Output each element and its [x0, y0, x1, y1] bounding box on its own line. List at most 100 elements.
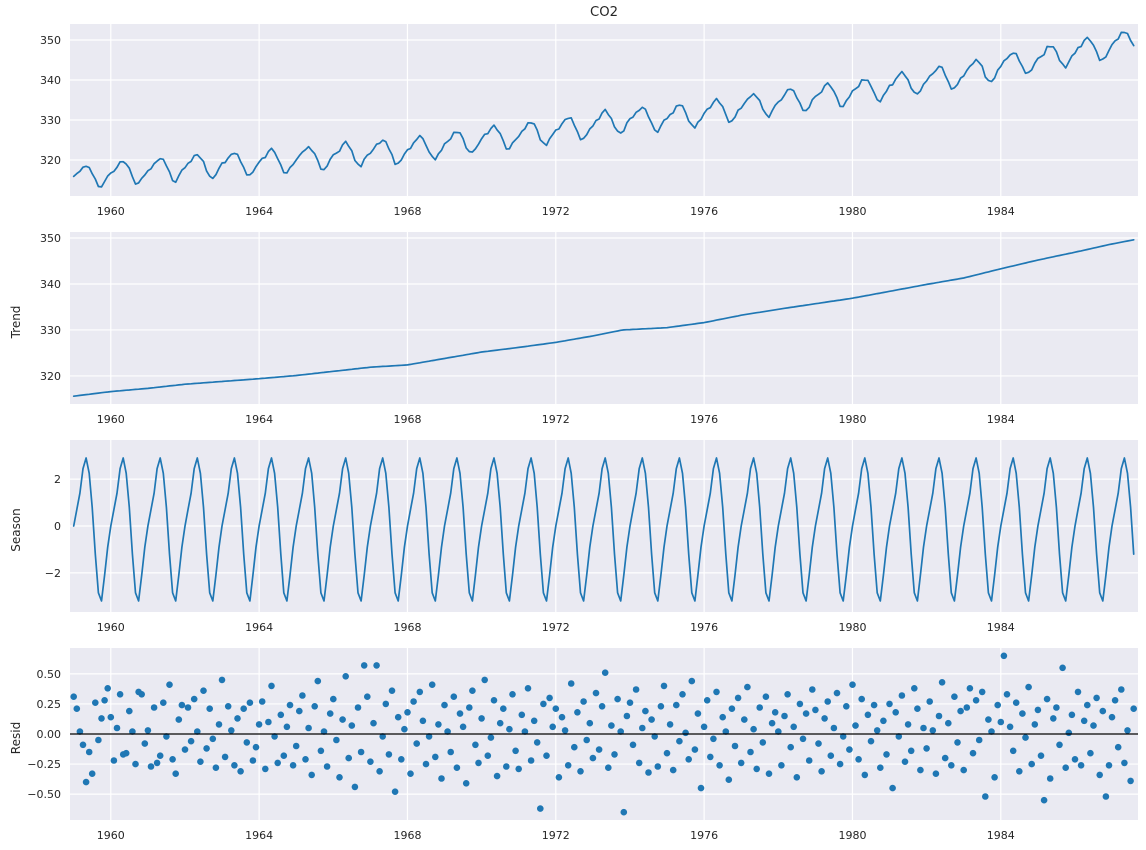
residual-point — [425, 733, 433, 740]
residual-point — [166, 681, 173, 688]
x-tick-label: 1972 — [542, 621, 570, 634]
residual-point — [237, 768, 244, 775]
residual-point — [855, 756, 862, 763]
residual-point — [441, 701, 448, 709]
residual-point — [605, 764, 612, 771]
residual-point — [271, 733, 278, 740]
residual-point — [756, 704, 763, 711]
residual-point — [864, 711, 872, 719]
residual-point — [373, 662, 380, 669]
residual-point — [805, 757, 813, 764]
residual-point — [1043, 695, 1051, 703]
residual-point — [645, 769, 652, 776]
residual-point — [512, 747, 519, 755]
residual-point — [1009, 747, 1017, 755]
residual-point — [1118, 686, 1125, 693]
residual-point — [277, 711, 285, 719]
x-tick-label: 1984 — [987, 205, 1015, 218]
residual-point — [203, 745, 210, 752]
residual-point — [156, 752, 164, 759]
residual-point — [700, 723, 708, 731]
residual-point — [694, 710, 702, 717]
residual-point — [546, 694, 553, 702]
residual-point — [450, 693, 458, 700]
residual-point — [775, 728, 782, 735]
residual-point — [404, 709, 411, 716]
panel-seasonal: −2 0 2 1960 1964 1968 1972 1976 1980 1984 Season — [9, 440, 1138, 634]
residual-point — [941, 754, 949, 762]
panel-ylabel-trend: Trend — [9, 306, 23, 340]
residual-point — [469, 687, 476, 694]
residual-point — [379, 733, 387, 740]
residual-point — [110, 757, 118, 764]
residual-point — [765, 770, 773, 777]
residual-point — [472, 741, 479, 749]
residual-point — [762, 693, 770, 700]
residual-point — [1006, 723, 1014, 731]
residual-point — [867, 737, 875, 745]
residual-point — [957, 707, 964, 715]
residual-point — [552, 705, 560, 712]
residual-point — [184, 704, 192, 711]
residual-point — [907, 747, 915, 755]
x-tick-label: 1964 — [245, 621, 273, 634]
x-tick-label: 1960 — [97, 829, 125, 842]
residual-point — [938, 679, 946, 686]
residual-point — [549, 723, 556, 731]
residual-point — [963, 704, 971, 711]
residual-point — [870, 701, 878, 709]
residual-point — [629, 741, 637, 749]
y-tick-label: −0.50 — [27, 788, 61, 801]
residual-point — [382, 700, 390, 708]
residual-point — [901, 758, 909, 765]
residual-point — [935, 712, 943, 720]
residual-point — [997, 718, 1005, 726]
residual-point — [147, 763, 155, 770]
y-tick-label: 340 — [40, 74, 61, 87]
residual-point — [92, 699, 99, 706]
residual-point — [388, 687, 396, 694]
residual-point — [982, 793, 989, 800]
residual-point — [113, 724, 121, 732]
y-tick-label: 320 — [40, 154, 61, 167]
residual-point — [333, 736, 340, 744]
residual-point — [258, 698, 266, 705]
x-tick-label: 1984 — [987, 413, 1015, 426]
residual-point — [768, 719, 776, 727]
y-tick-label: 0.25 — [37, 698, 62, 711]
x-tick-label: 1972 — [542, 205, 570, 218]
residual-point — [642, 707, 649, 715]
residual-point — [707, 753, 714, 761]
panel-ylabel-seasonal: Season — [9, 508, 23, 552]
residual-point — [595, 746, 603, 753]
seasonal-line — [72, 457, 1135, 602]
residual-point — [632, 686, 640, 693]
residual-point — [447, 748, 455, 756]
residual-point — [289, 762, 297, 769]
residual-point — [663, 749, 671, 757]
observed-series — [72, 31, 1135, 188]
residual-point — [265, 718, 272, 726]
residual-point — [144, 727, 152, 734]
residual-point — [577, 768, 584, 775]
y-tick-label: 320 — [40, 370, 61, 383]
residual-point — [435, 721, 442, 728]
residual-point — [466, 704, 473, 711]
residual-point — [985, 716, 992, 723]
residual-point — [530, 717, 538, 725]
residual-point — [852, 722, 859, 729]
residual-point — [1003, 691, 1011, 698]
y-tick-label: 350 — [40, 34, 61, 47]
residual-point — [493, 772, 501, 780]
residual-point — [496, 719, 504, 727]
residual-point — [564, 762, 572, 769]
residual-point — [1127, 777, 1134, 785]
panels: 320 330 340 350 1960 1964 1968 1972 1976 1980 1984… — [9, 24, 1138, 842]
residual-point — [70, 693, 77, 700]
y-tick-label: 340 — [40, 278, 61, 291]
residual-point — [1080, 717, 1088, 725]
y-tick-label: 330 — [40, 324, 61, 337]
residual-point — [163, 733, 170, 740]
residual-point — [703, 697, 711, 704]
